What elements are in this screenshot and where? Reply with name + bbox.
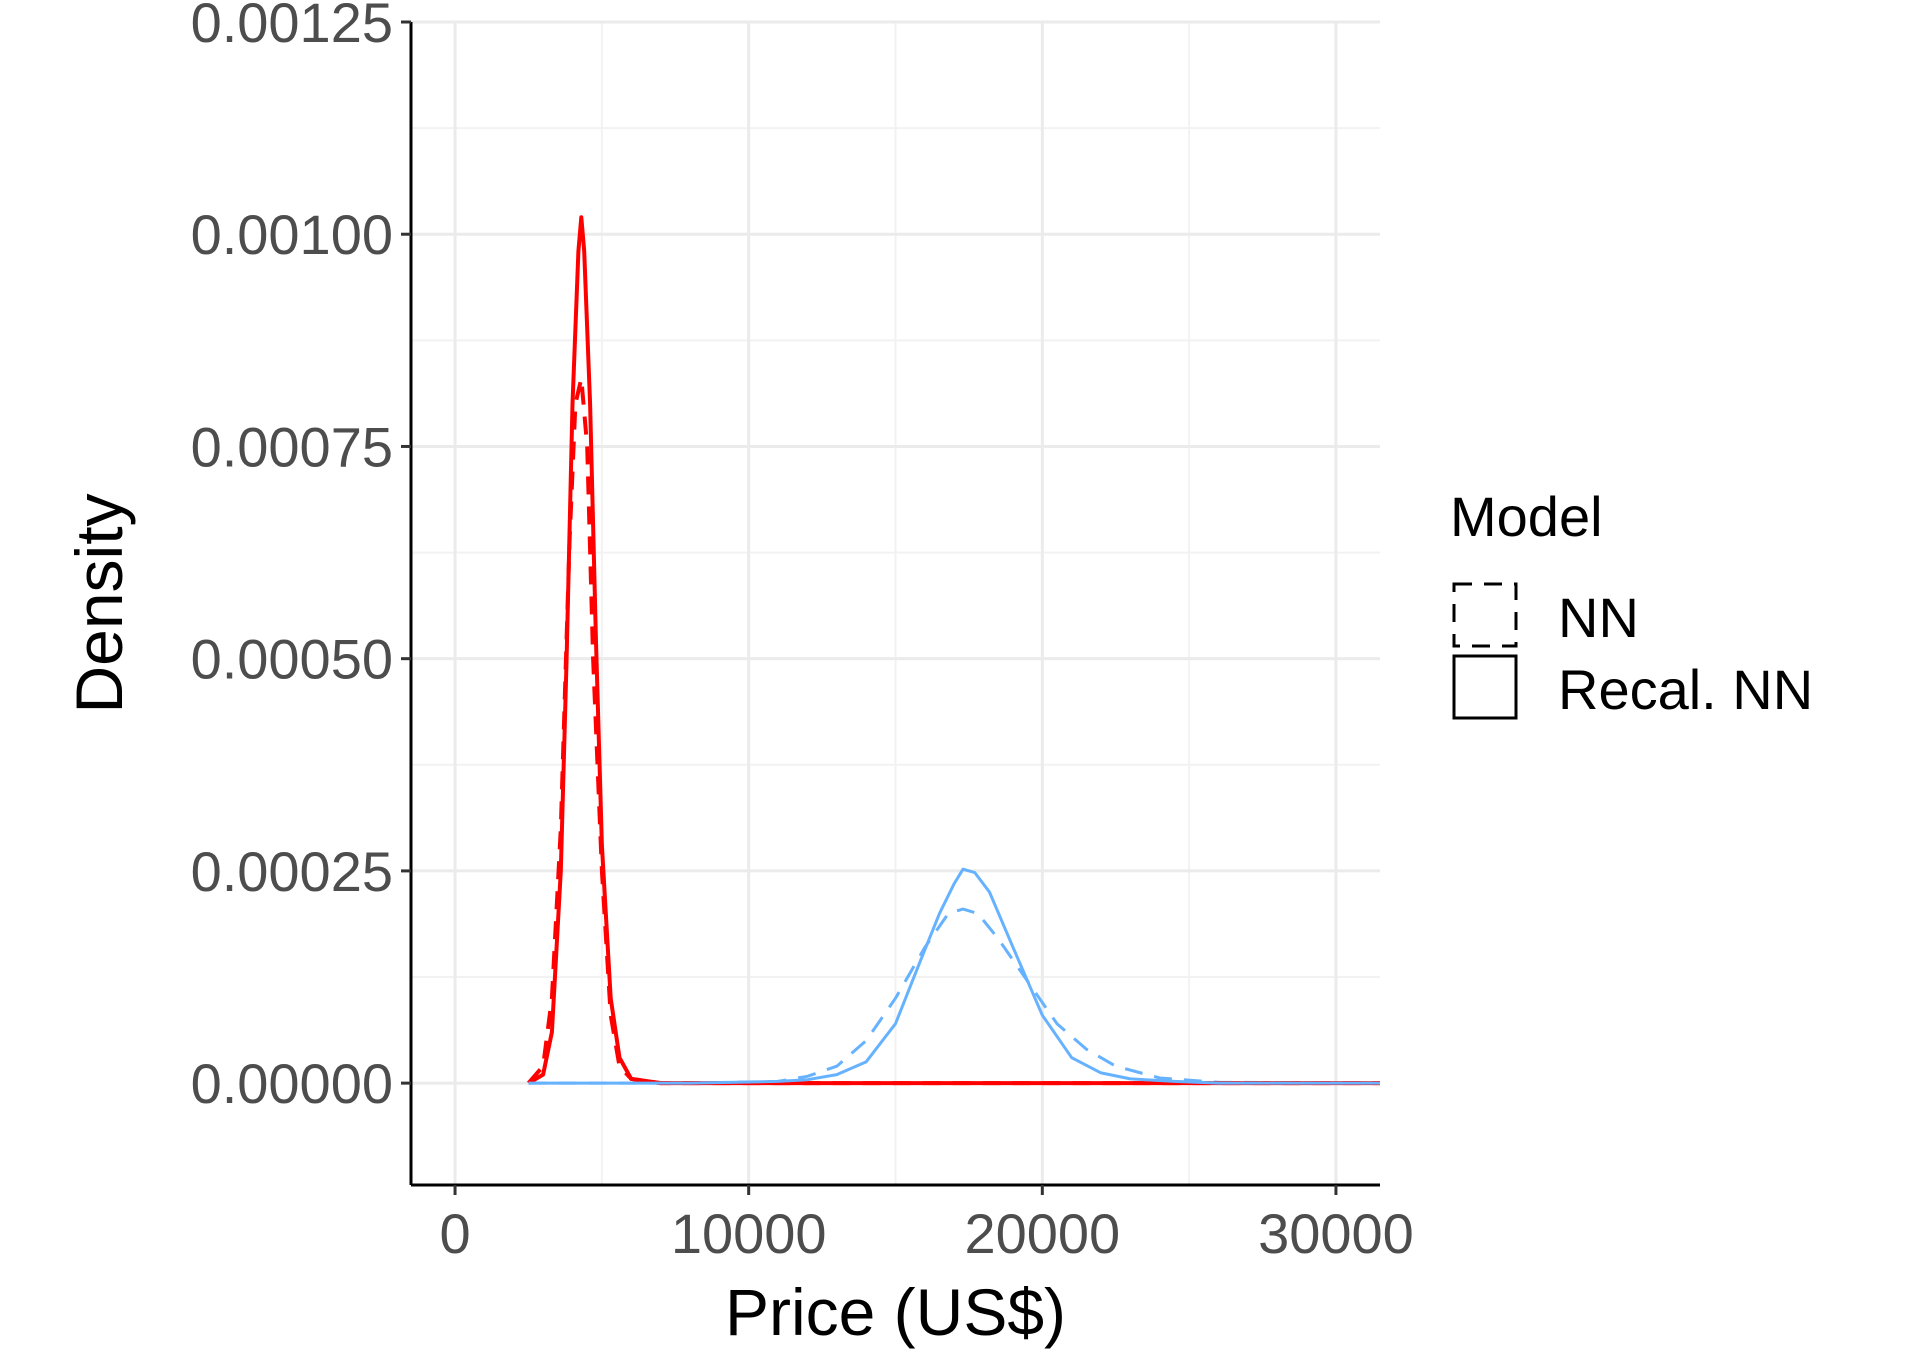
- x-axis-ticks: 0 10000 20000 30000: [439, 1185, 1414, 1265]
- x-tick-label: 20000: [964, 1202, 1120, 1265]
- density-curves: [526, 215, 1381, 1086]
- x-axis-title: Price (US$): [725, 1275, 1066, 1349]
- x-tick-label: 0: [439, 1202, 470, 1265]
- y-axis-ticks: 0.00000 0.00025 0.00050 0.00075 0.00100 0.001…: [191, 0, 411, 1115]
- legend-item-nn: NN: [1452, 582, 1639, 649]
- minor-gridlines: [411, 22, 1380, 1185]
- y-axis-title: Density: [62, 493, 136, 713]
- y-tick-label: 0.00025: [191, 840, 393, 903]
- density-line-blue-recal-nn: [528, 867, 1380, 1085]
- y-tick-label: 0.00100: [191, 203, 393, 266]
- legend-item-recal-nn: Recal. NN: [1452, 654, 1813, 721]
- y-tick-label: 0.00050: [191, 628, 393, 691]
- density-line-red-recal-nn: [527, 215, 1380, 1086]
- legend: Model NN Recal. NN: [1450, 485, 1813, 721]
- legend-key-solid: [1452, 654, 1518, 720]
- legend-title: Model: [1450, 485, 1603, 548]
- y-tick-label: 0.00125: [191, 0, 393, 54]
- x-tick-label: 30000: [1258, 1202, 1414, 1265]
- y-tick-label: 0.00000: [191, 1052, 393, 1115]
- y-tick-label: 0.00075: [191, 415, 393, 478]
- density-line-blue-nn: [528, 907, 1381, 1085]
- legend-label: NN: [1558, 586, 1639, 649]
- legend-key-dashed: [1452, 582, 1518, 648]
- x-tick-label: 10000: [671, 1202, 827, 1265]
- legend-label: Recal. NN: [1558, 658, 1813, 721]
